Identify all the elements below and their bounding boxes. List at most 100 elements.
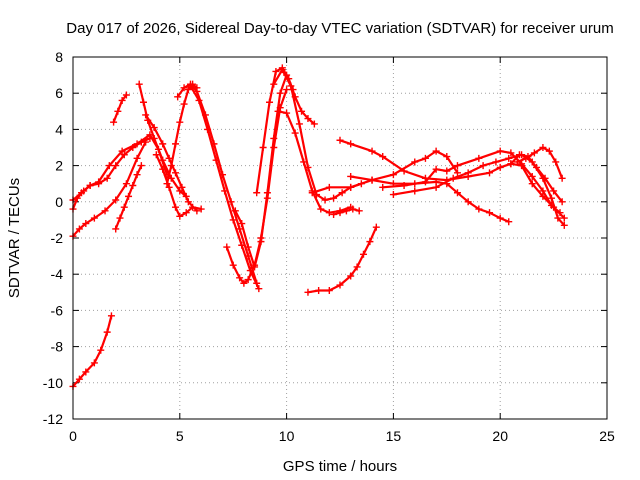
data-point	[189, 203, 197, 211]
data-point	[515, 151, 523, 159]
data-point	[453, 169, 461, 177]
data-point	[336, 136, 344, 144]
data-point	[486, 209, 494, 217]
data-point	[505, 218, 513, 226]
data-point	[528, 180, 536, 188]
data-point	[298, 107, 306, 115]
data-point	[238, 220, 246, 228]
data-point	[103, 174, 111, 182]
data-point	[112, 196, 120, 204]
data-point	[291, 129, 299, 137]
series-line	[138, 82, 188, 198]
data-point	[107, 312, 115, 320]
data-point	[172, 169, 180, 177]
data-point	[276, 89, 284, 97]
data-point	[176, 118, 184, 126]
data-point	[496, 147, 504, 155]
x-tick-label: 5	[176, 428, 184, 444]
data-point	[122, 180, 130, 188]
data-point	[486, 169, 494, 177]
data-series-arc-2	[69, 138, 150, 240]
data-point	[125, 192, 133, 200]
data-point	[255, 285, 263, 293]
data-point	[110, 118, 118, 126]
data-series-arc-18	[304, 223, 380, 296]
data-point	[204, 125, 212, 133]
data-point	[379, 153, 387, 161]
data-point	[75, 225, 83, 233]
data-series-arc-7	[135, 80, 190, 200]
data-point	[135, 80, 143, 88]
data-point	[304, 288, 312, 296]
data-series-arc-5	[112, 162, 145, 233]
data-point	[325, 209, 333, 217]
data-series-arc-23	[379, 147, 564, 217]
data-point	[355, 207, 363, 215]
y-tick-label: 6	[55, 85, 63, 101]
data-series-arc-11	[174, 80, 261, 287]
series-line	[381, 150, 562, 214]
series-line	[155, 153, 203, 218]
data-point	[315, 286, 323, 294]
x-tick-label: 25	[599, 428, 615, 444]
data-point	[212, 156, 220, 164]
y-tick-label: -4	[51, 266, 64, 282]
x-tick-label: 15	[386, 428, 402, 444]
data-point	[347, 172, 355, 180]
data-point	[308, 189, 316, 197]
plot-frame	[72, 56, 608, 420]
series-line	[71, 133, 169, 202]
data-point	[180, 84, 188, 92]
data-series-arc-1	[69, 312, 115, 390]
series-line	[234, 73, 295, 269]
y-tick-label: 0	[55, 194, 63, 210]
data-point	[129, 182, 137, 190]
data-point	[118, 147, 126, 155]
data-point	[464, 169, 472, 177]
data-series-arc-19	[330, 205, 363, 218]
data-point	[496, 163, 504, 171]
axis-ticks: 0 5 10 15 20 25 -12 -10 -8 -6 -4 -2 0 2 4 6 8	[43, 49, 615, 444]
y-tick-label: 4	[55, 121, 63, 137]
data-point	[336, 209, 344, 217]
data-point	[197, 205, 205, 213]
data-point	[90, 214, 98, 222]
data-point	[274, 107, 282, 115]
data-point	[82, 220, 90, 228]
data-point	[449, 174, 457, 182]
data-point	[253, 189, 261, 197]
data-point	[366, 238, 374, 246]
data-point	[558, 198, 566, 206]
data-series-arc-26	[507, 151, 566, 206]
series-line	[392, 153, 566, 227]
data-point	[400, 182, 408, 190]
data-point	[112, 162, 120, 170]
data-point	[556, 209, 564, 217]
data-point	[238, 241, 246, 249]
data-point	[251, 263, 259, 271]
data-point	[432, 147, 440, 155]
data-point	[283, 109, 291, 117]
data-point	[389, 171, 397, 179]
data-point	[496, 214, 504, 222]
data-point	[176, 212, 184, 220]
data-point	[221, 187, 229, 195]
data-series-arc-25	[513, 144, 566, 182]
series-line	[255, 66, 316, 194]
data-point	[152, 151, 160, 159]
data-point	[122, 91, 130, 99]
data-series-arc-20	[308, 147, 461, 197]
data-point	[524, 153, 532, 161]
x-axis-label: GPS time / hours	[283, 458, 397, 475]
data-point	[142, 111, 150, 119]
data-point	[150, 134, 158, 142]
data-point	[507, 149, 515, 157]
data-point	[325, 183, 333, 191]
data-point	[530, 149, 538, 157]
data-point	[411, 187, 419, 195]
data-series-arc-3	[69, 134, 154, 213]
y-tick-label: -12	[43, 411, 63, 427]
data-point	[133, 154, 141, 162]
data-point	[182, 209, 190, 217]
